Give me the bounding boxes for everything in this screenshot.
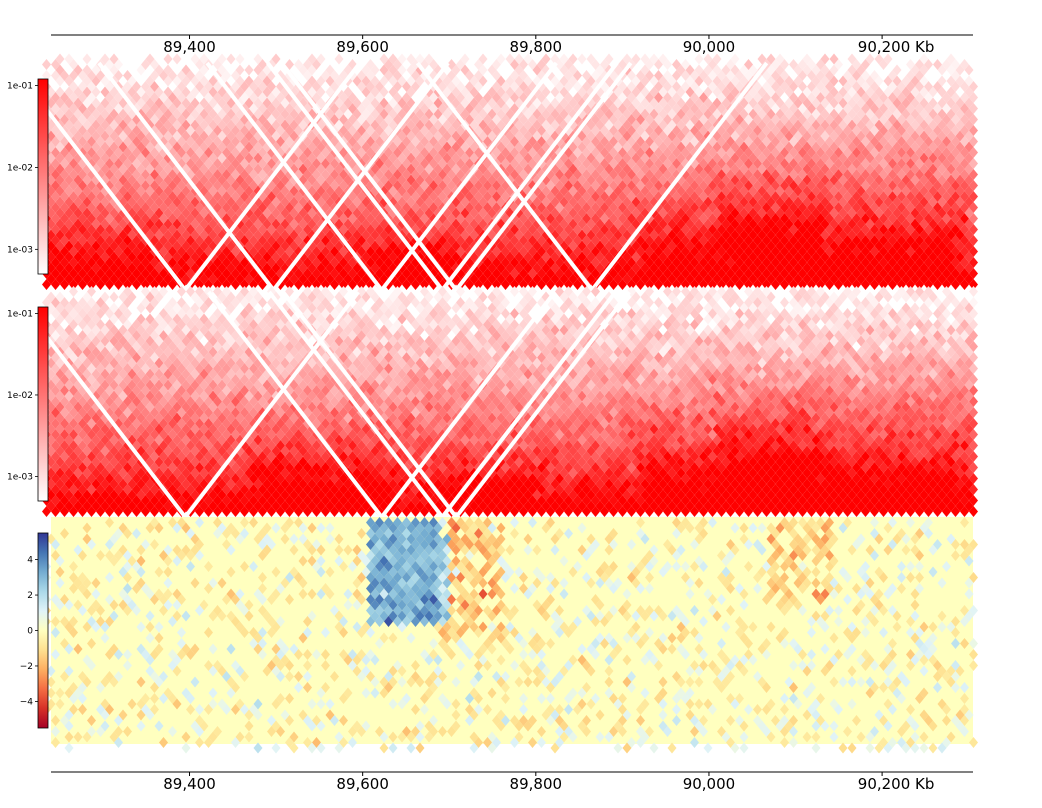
matrix-cell (577, 53, 587, 65)
hic-matrix-2 (10, 286, 978, 519)
matrix-cell (82, 53, 92, 65)
matrix-cell (226, 53, 236, 65)
matrix-cell (235, 53, 245, 65)
hic-matrix-1 (8, 53, 978, 292)
matrix-cell (42, 59, 51, 70)
hic-matrix-2-cells (42, 286, 978, 517)
